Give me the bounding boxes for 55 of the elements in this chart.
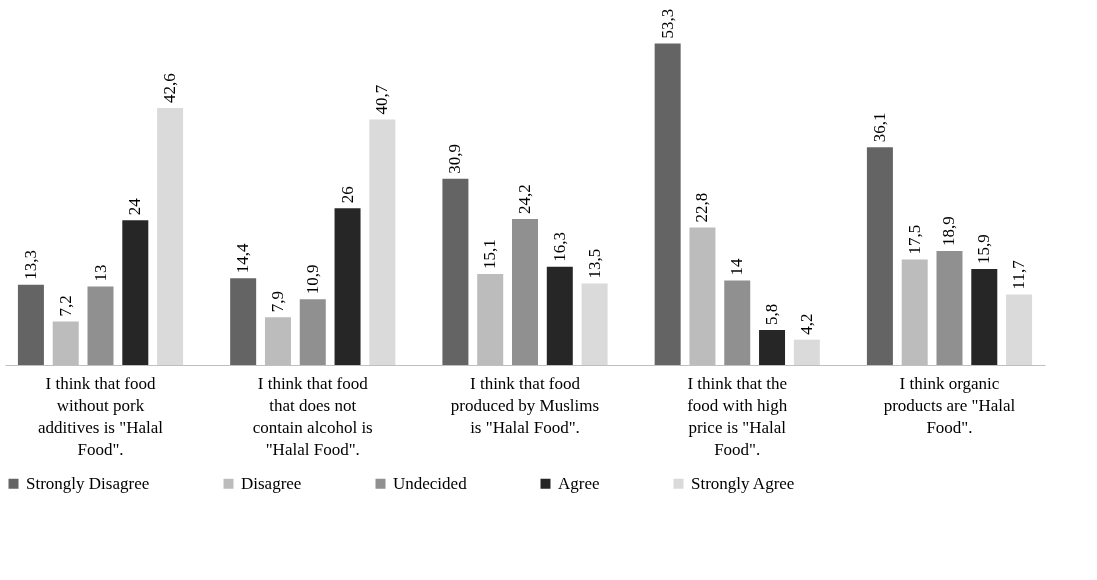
bar xyxy=(442,178,469,365)
bar xyxy=(299,299,326,365)
data-label: 13,3 xyxy=(20,250,40,280)
bar xyxy=(654,43,681,365)
bar xyxy=(122,220,149,365)
bar xyxy=(793,339,820,365)
x-tick-label: I think that food without pork additives is "Halal Food". xyxy=(38,373,164,459)
bar xyxy=(369,119,396,365)
legend-label: Strongly Disagree xyxy=(26,473,150,493)
data-label: 13,5 xyxy=(584,248,604,279)
x-tick-label: I think organic products are "Halal Food". xyxy=(883,373,1016,437)
bar xyxy=(581,283,608,365)
data-label: 22,8 xyxy=(692,192,712,223)
data-label: 10,9 xyxy=(302,264,322,295)
data-label: 30,9 xyxy=(445,143,465,174)
data-label: 15,1 xyxy=(480,239,500,269)
bar xyxy=(230,278,257,365)
data-label: 14,4 xyxy=(233,242,253,274)
data-label: 14 xyxy=(727,258,747,276)
data-label: 24 xyxy=(125,197,145,216)
bar xyxy=(759,330,786,365)
data-label: 4,2 xyxy=(796,313,816,335)
data-label: 18,9 xyxy=(939,216,959,247)
data-label: 15,9 xyxy=(974,234,994,265)
legend-label: Disagree xyxy=(241,473,302,493)
bar xyxy=(724,280,751,365)
data-label: 53,3 xyxy=(657,8,677,39)
data-label: 7,9 xyxy=(267,291,287,313)
x-tick-label: I think that food that does not contain alcohol is "Halal Food". xyxy=(252,373,373,459)
data-label: 36,1 xyxy=(869,112,889,143)
bar xyxy=(334,208,361,365)
data-label: 7,2 xyxy=(55,295,75,317)
data-label: 42,6 xyxy=(160,73,180,104)
data-label: 11,7 xyxy=(1009,259,1029,290)
bar xyxy=(936,251,963,365)
bar xyxy=(546,266,573,365)
bar xyxy=(971,269,998,365)
data-label: 26 xyxy=(337,186,357,204)
bar xyxy=(512,219,538,365)
legend-label: Strongly Agree xyxy=(691,473,795,493)
bar xyxy=(1006,294,1033,365)
bar xyxy=(17,284,44,365)
legend-label: Undecided xyxy=(393,473,468,493)
data-label: 5,8 xyxy=(762,303,782,326)
legend-label: Agree xyxy=(558,473,600,493)
x-tick-label: I think that the food with high price is "Halal Food". xyxy=(687,373,788,459)
data-label: 24,2 xyxy=(515,184,534,215)
bar xyxy=(866,147,893,365)
bar xyxy=(87,286,114,365)
data-label: 40,7 xyxy=(372,84,392,115)
data-label: 16,3 xyxy=(549,231,569,262)
data-label: 13 xyxy=(90,264,110,282)
x-tick-label: I think that food produced by Muslims is "Halal Food". xyxy=(450,373,600,437)
data-label: 17,5 xyxy=(904,224,924,255)
bar xyxy=(157,108,184,365)
